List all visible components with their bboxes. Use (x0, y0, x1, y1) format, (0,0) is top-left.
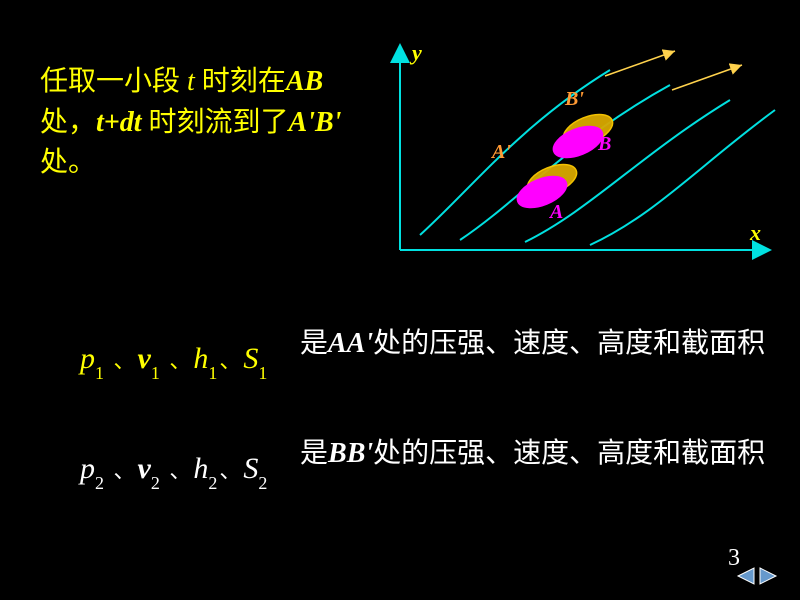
svg-text:B: B (597, 133, 611, 155)
svg-text:y: y (409, 40, 422, 65)
next-icon[interactable] (760, 568, 776, 584)
description-2: 是BB'处的压强、速度、高度和截面积 (300, 434, 770, 473)
svg-text:A': A' (490, 141, 511, 163)
prev-icon[interactable] (738, 568, 754, 584)
formula-1: p1 、v1 、h1、S1 (80, 342, 267, 380)
formula-2: p2 、v2 、h2、S2 (80, 452, 267, 490)
flow-diagram: A A' B B' y x (380, 30, 780, 280)
intro-text: 任取一小段 t 时刻在AB处，t+dt 时刻流到了A'B' 处。 (40, 62, 360, 184)
svg-text:A: A (548, 201, 563, 223)
svg-text:x: x (749, 220, 761, 245)
description-1: 是AA'处的压强、速度、高度和截面积 (300, 324, 770, 363)
nav-arrows[interactable] (736, 566, 780, 586)
svg-text:B': B' (564, 88, 584, 110)
